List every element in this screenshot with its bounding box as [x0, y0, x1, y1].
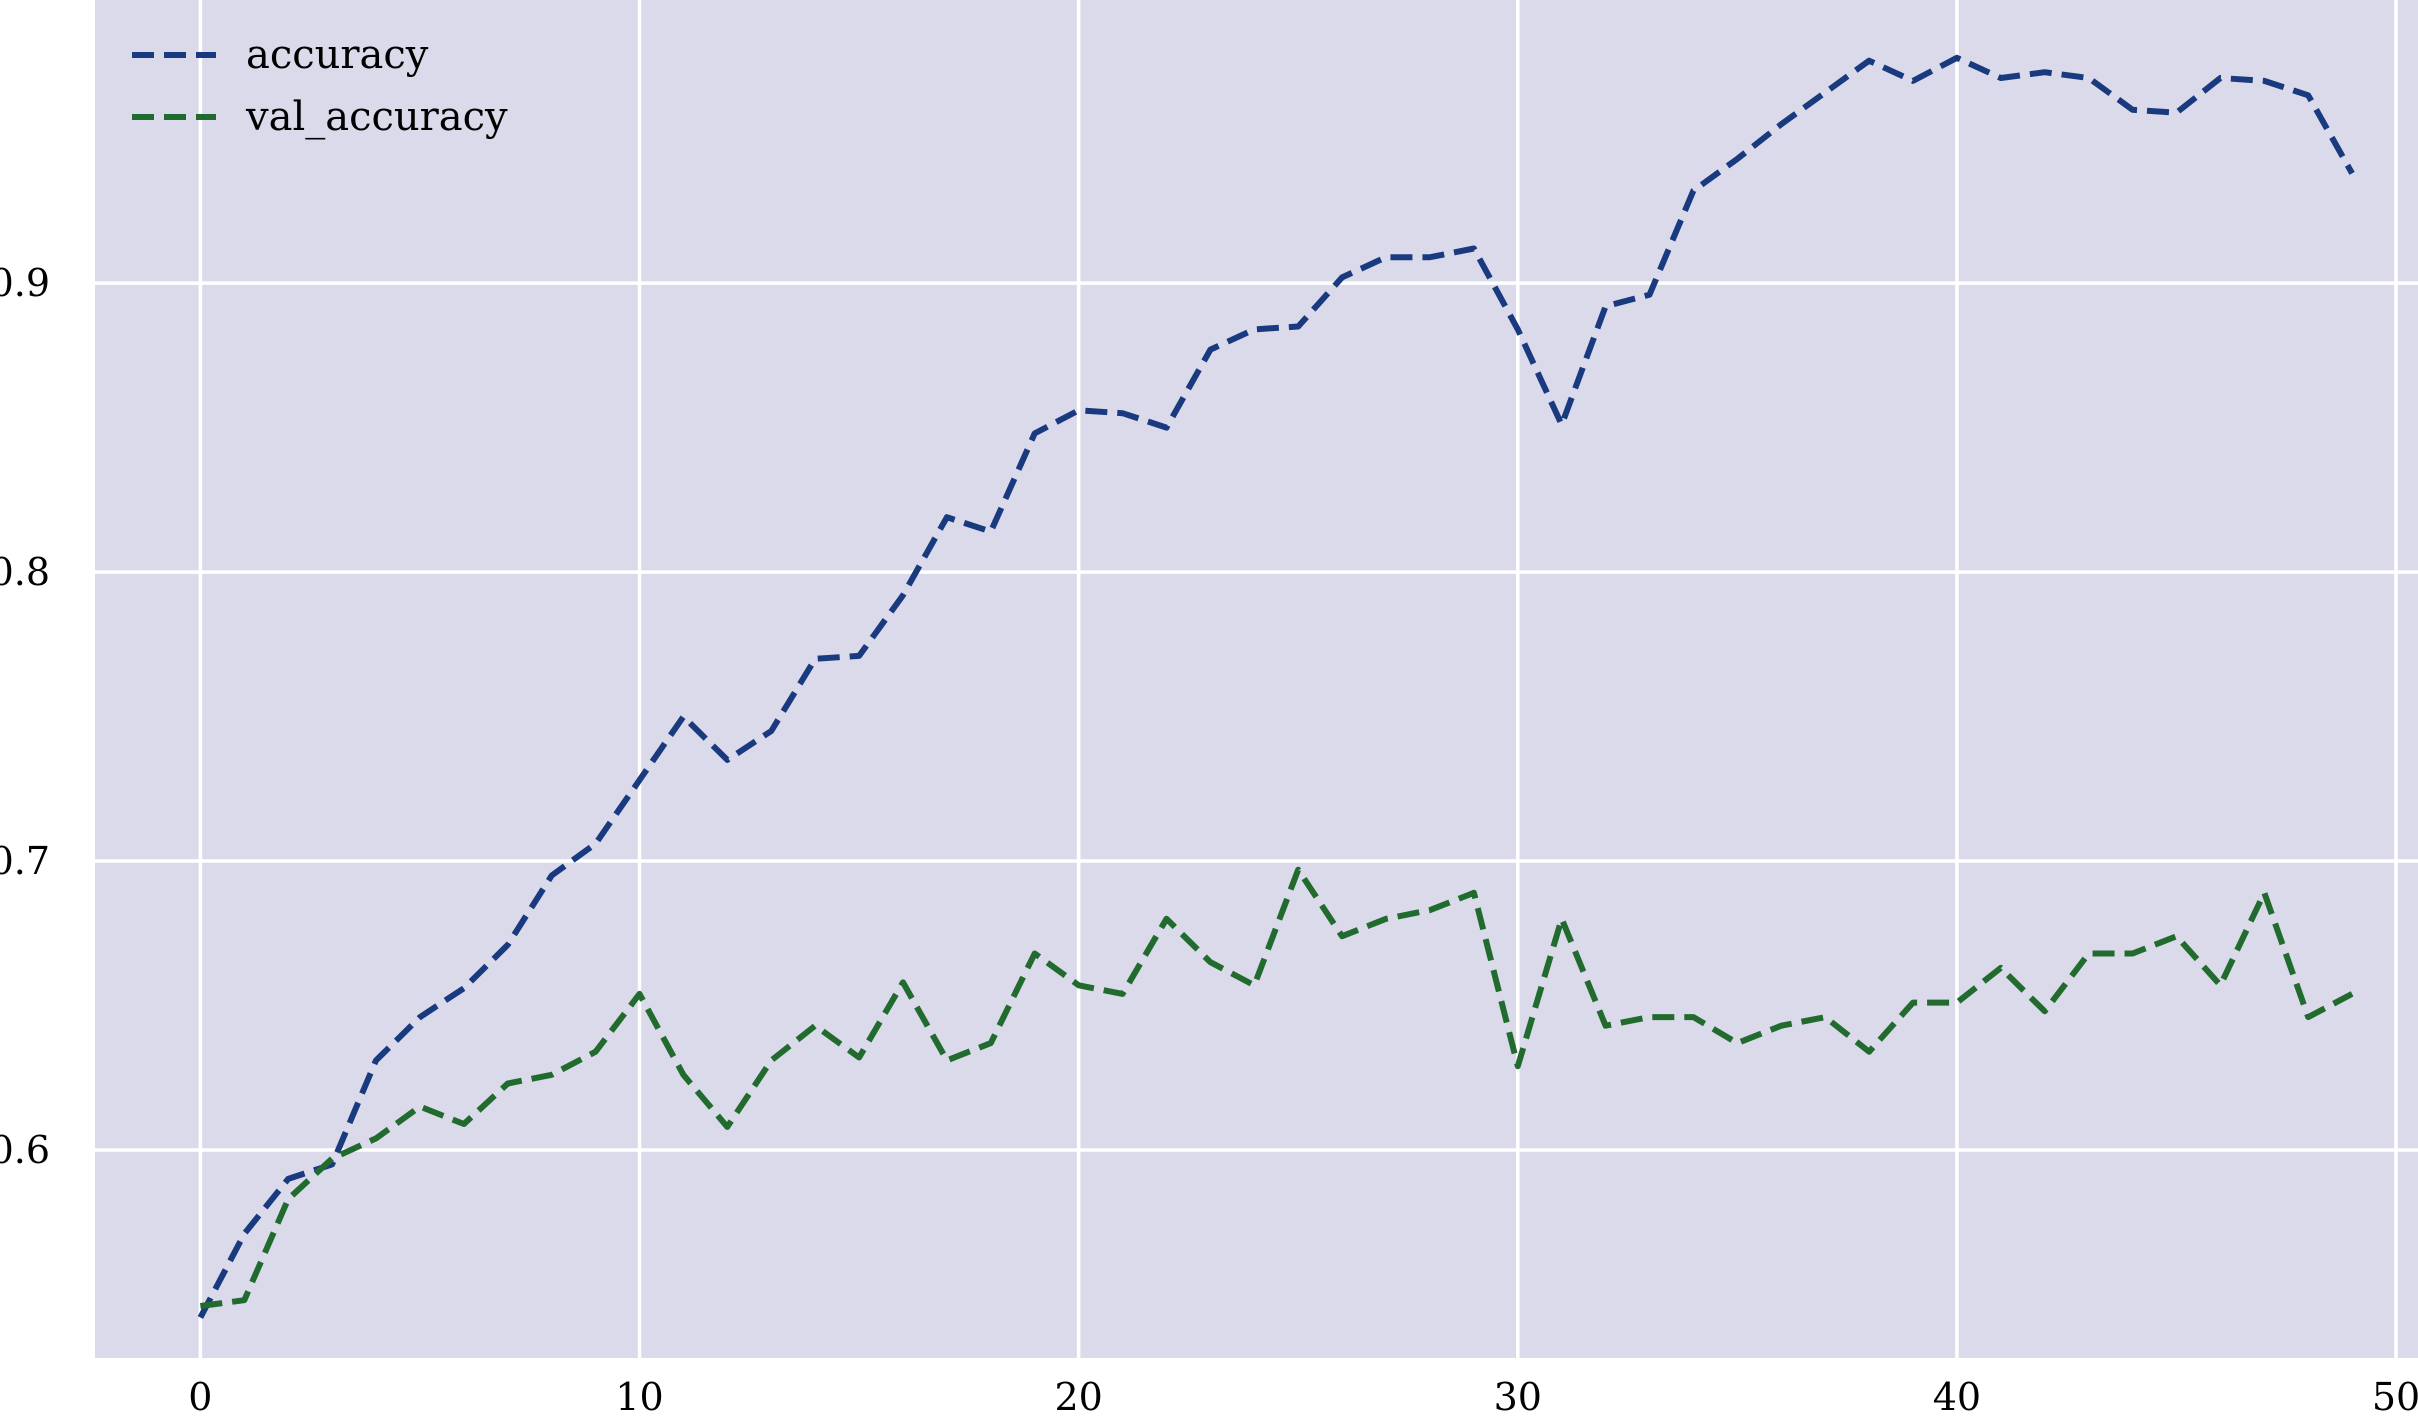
x-axis-ticks: 0 10 20 30 40 50: [188, 1375, 2418, 1419]
grid: [95, 0, 2418, 1358]
legend-label-accuracy: accuracy: [246, 32, 429, 78]
series-line-accuracy: [197, 54, 2355, 1319]
legend: accuracy val_accuracy: [132, 32, 508, 140]
x-tick-label-1: 10: [615, 1375, 663, 1419]
legend-label-val-accuracy: val_accuracy: [245, 94, 508, 140]
x-tick-label-2: 20: [1054, 1375, 1102, 1419]
y-axis-ticks: 0.6 0.7 0.8 0.9: [0, 261, 50, 1172]
y-tick-label-3: 0.9: [0, 261, 50, 305]
x-tick-label-5: 50: [2372, 1375, 2418, 1419]
x-tick-label-3: 30: [1494, 1375, 1542, 1419]
y-tick-label-2: 0.8: [0, 550, 50, 594]
y-tick-label-1: 0.7: [0, 839, 50, 883]
plot-background: [95, 0, 2418, 1358]
x-tick-label-4: 40: [1933, 1375, 1981, 1419]
y-tick-label-0: 0.6: [0, 1128, 50, 1172]
series-line-val-accuracy: [200, 866, 2354, 1309]
x-tick-label-0: 0: [188, 1375, 212, 1419]
series-lines: [197, 54, 2355, 1319]
